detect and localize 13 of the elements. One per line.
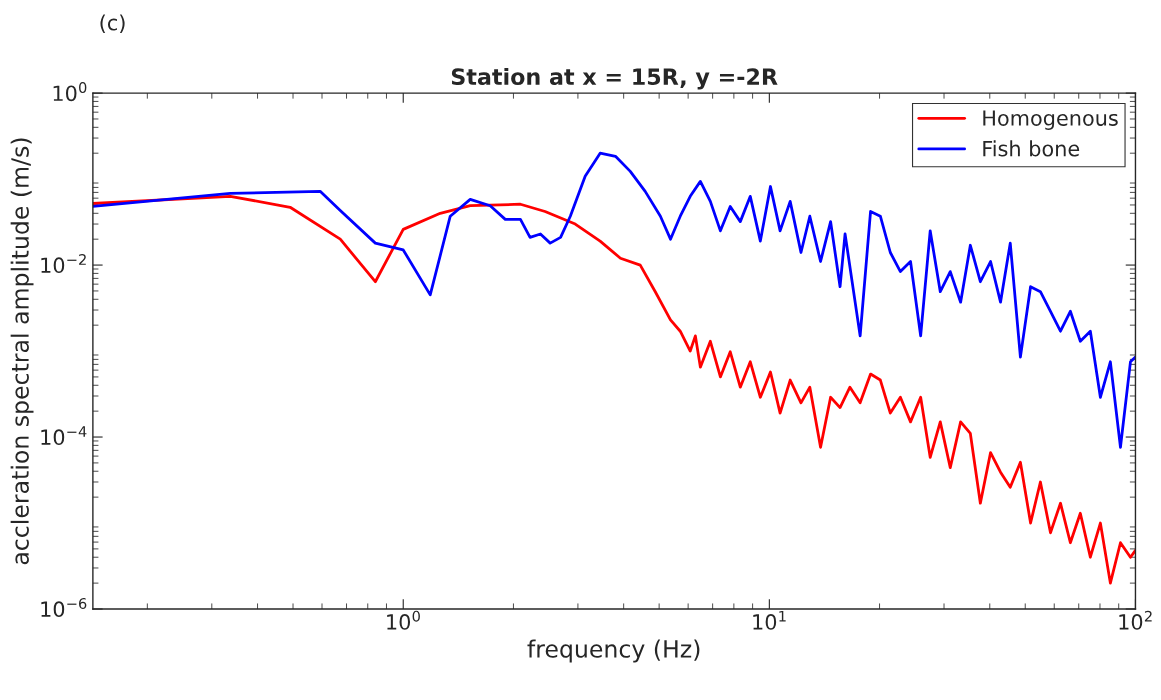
y-tick-label: 10$^{0}$ bbox=[53, 82, 87, 102]
x-tick-label: 10$^{0}$ bbox=[387, 610, 420, 630]
chart-title: Station at x = 15R, y =-2R bbox=[451, 67, 778, 90]
x-tick-label: 10$^{1}$ bbox=[753, 610, 786, 630]
x-tick-label: 10$^{2}$ bbox=[1119, 610, 1152, 630]
text: (c) bbox=[100, 14, 125, 33]
legend-label: Homogenous bbox=[983, 110, 1118, 130]
legend-label: Fish bone bbox=[983, 140, 1080, 157]
y-tick-label: 10$^{−6}$ bbox=[41, 597, 87, 618]
y-tick-label: 10$^{−2}$ bbox=[41, 254, 86, 274]
y-tick-label: 10$^{−4}$ bbox=[41, 426, 87, 446]
y-axis-title: accleration spectral amplitude (m/s) bbox=[10, 138, 34, 565]
x-axis-title: frequency (Hz) bbox=[527, 639, 700, 663]
